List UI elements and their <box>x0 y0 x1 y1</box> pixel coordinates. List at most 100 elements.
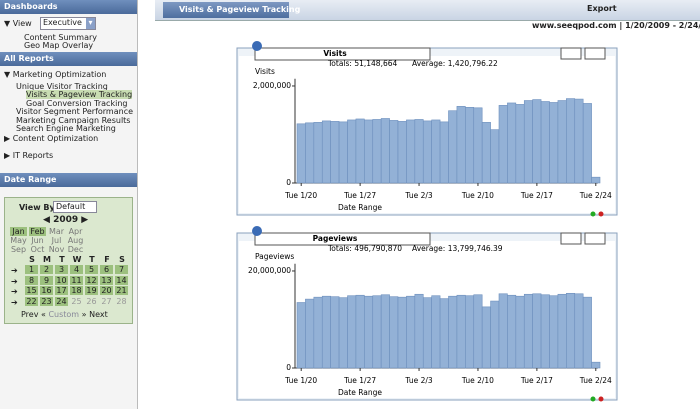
x-tick-label: Tue 2/24 <box>579 376 612 385</box>
next[interactable]: Next <box>89 310 108 319</box>
tree-item[interactable]: Visitor Segment Performance <box>16 107 134 117</box>
bar <box>591 361 601 369</box>
bar <box>439 121 449 184</box>
bar <box>355 118 365 184</box>
day[interactable]: 28 <box>116 296 127 306</box>
status-dot <box>598 211 604 217</box>
day[interactable]: 5 <box>85 265 98 274</box>
site: www.seeqpod.com <box>532 21 617 30</box>
month[interactable]: Jun <box>31 236 44 245</box>
bar <box>515 295 525 369</box>
tree-item[interactable]: Goal Conversion Tracking <box>26 98 128 108</box>
month[interactable]: Jan <box>10 227 27 236</box>
label: IT Reports <box>12 151 54 160</box>
day[interactable]: 24 <box>55 296 68 306</box>
day[interactable]: 12 <box>85 275 98 285</box>
x-tick-label: Tue 1/27 <box>343 191 376 200</box>
dashboard-link[interactable]: Content Summary <box>24 33 98 42</box>
day[interactable]: 20 <box>100 286 113 295</box>
tab[interactable]: Visits & Pageview Tracking <box>163 2 300 18</box>
cal-nav[interactable]: Prev « Custom » Next <box>21 310 108 319</box>
bar <box>456 294 466 369</box>
day[interactable]: 18 <box>70 286 83 295</box>
day[interactable]: 10 <box>55 275 68 285</box>
month[interactable]: Apr <box>68 227 83 236</box>
month[interactable]: Oct <box>30 245 45 254</box>
month[interactable]: Dec <box>67 245 84 254</box>
x-axis-label: Date Range <box>338 203 382 212</box>
x-tick-label: Tue 2/17 <box>520 191 553 200</box>
month[interactable]: May <box>10 236 27 245</box>
day[interactable]: 8 <box>25 275 38 285</box>
average: Average: 1,420,796.22 <box>412 59 498 68</box>
day[interactable]: 4 <box>70 265 83 274</box>
day[interactable]: 2 <box>40 265 53 274</box>
tree-item[interactable]: Visits & Pageview Tracking <box>26 90 133 100</box>
prev[interactable]: Prev <box>21 310 39 319</box>
day[interactable]: 27 <box>101 296 112 306</box>
week-arrow[interactable]: ➔ <box>11 266 18 275</box>
day[interactable]: 23 <box>40 296 53 306</box>
y-tick-label: 20,000,000 <box>248 266 291 275</box>
week-arrow[interactable]: ➔ <box>11 297 18 307</box>
bar <box>456 106 466 184</box>
dashboard-link[interactable]: Geo Map Overlay <box>24 41 94 50</box>
day[interactable]: 16 <box>40 286 53 295</box>
month[interactable]: Feb <box>29 227 46 236</box>
bar <box>380 118 390 184</box>
tree-section[interactable]: ▼ Marketing Optimization <box>4 70 107 79</box>
view-by-select[interactable]: Default <box>53 201 97 213</box>
month[interactable]: Mar <box>48 227 65 236</box>
bar <box>414 293 424 369</box>
weekday: W <box>72 255 82 264</box>
tree-item[interactable]: Marketing Campaign Results <box>16 115 131 125</box>
day[interactable]: 7 <box>115 265 128 274</box>
bar <box>465 107 475 184</box>
export[interactable]: Export <box>587 4 617 13</box>
chart-icon <box>560 232 582 245</box>
year: ◀ 2009 ▶ <box>43 215 89 225</box>
weekday: F <box>104 255 110 264</box>
bar <box>498 293 508 369</box>
day[interactable]: 11 <box>70 275 83 285</box>
tree-section[interactable]: ▶ Content Optimization <box>4 134 99 143</box>
bar <box>465 295 475 369</box>
toolbar <box>155 0 700 21</box>
bar <box>422 120 432 184</box>
bar <box>549 102 559 184</box>
totals: Totals: 496,790,870 <box>327 244 402 253</box>
bar <box>397 296 407 369</box>
day[interactable]: 9 <box>40 275 53 285</box>
day[interactable]: 13 <box>100 275 113 285</box>
week-arrow[interactable]: ➔ <box>11 287 18 296</box>
month[interactable]: Jul <box>51 236 62 245</box>
day[interactable]: 15 <box>25 286 38 295</box>
month[interactable]: Nov <box>48 245 65 254</box>
custom[interactable]: Custom <box>48 310 80 319</box>
tree-item[interactable]: Unique Visitor Tracking <box>16 82 108 91</box>
view-select[interactable]: Executive ▾ <box>40 17 96 30</box>
day[interactable]: 19 <box>85 286 98 295</box>
day[interactable]: 22 <box>25 296 38 306</box>
month[interactable]: Aug <box>67 236 84 245</box>
day[interactable]: 26 <box>86 296 97 306</box>
bar <box>406 119 416 184</box>
bar <box>389 296 399 369</box>
day[interactable]: 17 <box>55 286 68 295</box>
day[interactable]: 6 <box>100 265 113 274</box>
day[interactable]: 25 <box>71 296 82 306</box>
chart-title: Pageviews <box>313 234 358 243</box>
day[interactable]: 1 <box>25 265 38 274</box>
day[interactable]: 14 <box>115 275 128 285</box>
day[interactable]: 3 <box>55 265 68 274</box>
title-box <box>254 47 431 61</box>
month[interactable]: Sep <box>10 245 27 254</box>
day[interactable]: 21 <box>115 286 128 295</box>
label: Marketing Optimization <box>12 70 107 79</box>
tree-section[interactable]: ▶ IT Reports <box>4 151 54 160</box>
bar <box>448 110 458 184</box>
week-arrow[interactable]: ➔ <box>11 276 18 286</box>
tree-item[interactable]: Search Engine Marketing <box>16 124 116 133</box>
select-value: Default <box>56 202 86 211</box>
